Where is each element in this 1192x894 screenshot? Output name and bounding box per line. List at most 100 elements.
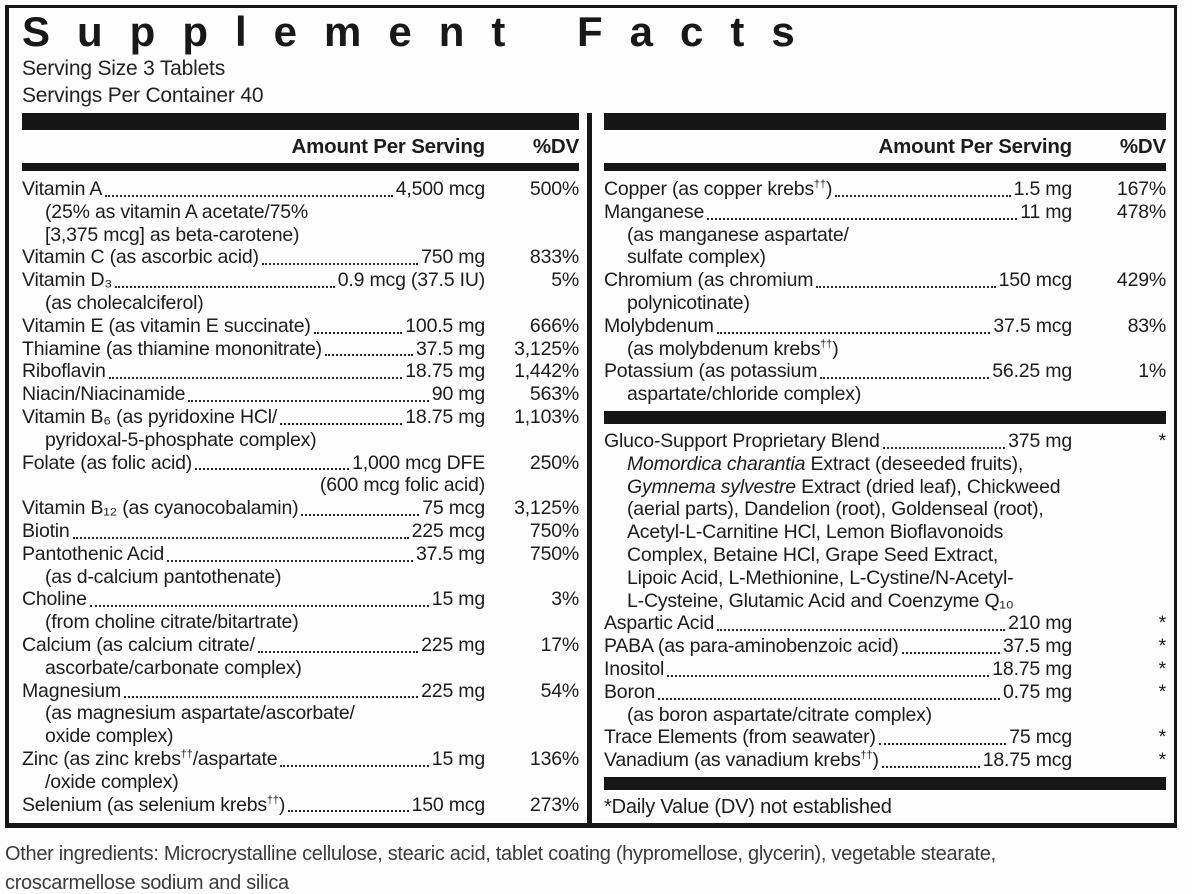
nutrient-row: Boron 0.75 mg *	[604, 681, 1166, 704]
dot-leader	[124, 696, 419, 699]
dot-leader	[820, 377, 990, 380]
nutrient-row: Zinc (as zinc krebs††/aspartate 15 mg 136%	[22, 748, 579, 771]
nutrient-amount: 150 mcg	[998, 269, 1073, 292]
nutrient-amount: 90 mg	[431, 383, 485, 406]
nutrient-row: Biotin 225 mcg 750%	[22, 520, 579, 543]
title-block: Supplement Facts Serving Size 3 Tablets …	[9, 8, 1174, 109]
nutrient-dv: *	[1158, 680, 1167, 703]
nutrient-sub-line: (as cholecalciferol)	[45, 291, 204, 314]
nutrient-dv: *	[1158, 612, 1167, 635]
header-bar-thick	[22, 113, 579, 130]
nutrient-sub-line: L-Cysteine, Glutamic Acid and Coenzyme Q…	[627, 589, 1014, 612]
nutrient-row: Vitamin C (as ascorbic acid) 750 mg 833%	[22, 246, 579, 269]
dot-leader	[835, 194, 1011, 197]
nutrient-dv: 1,442%	[514, 360, 579, 383]
nutrient-row: Thiamine (as thiamine mononitrate) 37.5 m…	[22, 338, 579, 361]
nutrient-name: Vitamin E (as vitamin E succinate)	[22, 314, 311, 337]
nutrient-dv: 500%	[529, 178, 579, 200]
nutrient-row: Vitamin A 4,500 mcg 500%	[22, 178, 579, 201]
nutrient-sub-line: Acetyl-L-Carnitine HCl, Lemon Bioflavono…	[627, 521, 1004, 544]
nutrient-amount: 37.5 mg	[1002, 635, 1072, 658]
nutrient-sub-line: (as magnesium aspartate/ascorbate/	[45, 702, 355, 725]
nutrient-amount: 225 mg	[421, 679, 485, 702]
serving-size: Serving Size 3 Tablets	[22, 57, 225, 80]
nutrient-name: Inositol	[604, 657, 665, 680]
nutrient-dv: *	[1158, 429, 1167, 452]
nutrient-sub-line: oxide complex)	[45, 725, 174, 748]
nutrient-dv: 5%	[551, 269, 579, 292]
column-divider	[587, 113, 592, 823]
nutrient-dv: 3,125%	[514, 337, 579, 360]
servings-per-container: Servings Per Container 40	[22, 84, 264, 107]
dot-leader	[716, 331, 991, 334]
nutrient-amount: 37.5 mg	[415, 542, 485, 565]
nutrient-amount: 0.9 mcg (37.5 IU)	[337, 269, 485, 292]
nutrient-dv: 17%	[540, 633, 580, 656]
nutrient-dv: *	[1158, 635, 1167, 658]
nutrient-name: Thiamine (as thiamine mononitrate)	[22, 337, 322, 360]
nutrient-sub-line: aspartate/chloride complex)	[627, 383, 862, 406]
other-ingredients-line: croscarmellose sodium and silica	[5, 871, 289, 894]
nutrient-dv: 83%	[1127, 314, 1167, 337]
nutrient-row: Vitamin B₆ (as pyridoxine HCl/18.75 mg 1,…	[22, 406, 579, 429]
nutrient-name: Magnesium	[22, 679, 121, 702]
nutrient-name: Boron	[604, 680, 656, 703]
other-ingredients: Other ingredients: Microcrystalline cell…	[5, 840, 1190, 894]
dv-header: %DV	[532, 134, 579, 158]
nutrient-row: Vitamin E (as vitamin E succinate) 100.5 …	[22, 315, 579, 338]
dot-leader	[257, 650, 419, 653]
amount-per-serving-header: Amount Per Serving	[878, 134, 1073, 158]
dv-header: %DV	[1119, 134, 1166, 158]
nutrient-dv: 250%	[529, 451, 579, 474]
nutrient-row: Vanadium (as vanadium krebs††) 18.75 mcg *	[604, 749, 1166, 772]
nutrient-row: Vitamin B₁₂ (as cyanocobalamin) 75 mcg 3,1…	[22, 497, 579, 520]
blend-ingredient-text: Extract (dried leaf), Chickweed	[795, 475, 1061, 498]
dot-leader	[313, 331, 403, 334]
nutrient-name: Biotin	[22, 519, 70, 542]
nutrient-dv: 750%	[529, 519, 579, 542]
nutrient-row: Aspartic Acid 210 mg *	[604, 612, 1166, 635]
nutrient-dv: 563%	[529, 383, 579, 406]
nutrient-name: Choline	[22, 588, 87, 611]
dot-leader	[717, 629, 1006, 632]
amount-per-serving-header: Amount Per Serving	[291, 134, 486, 158]
dot-leader	[108, 377, 403, 380]
facts-columns: Amount Per Serving %DV Vitamin A 4,500 mc…	[9, 113, 1174, 823]
dot-leader	[324, 354, 413, 357]
nutrient-name: Vanadium (as vanadium krebs††)	[604, 749, 879, 772]
column-header: Amount Per Serving %DV	[22, 130, 580, 163]
nutrient-name: Vitamin C (as ascorbic acid)	[22, 246, 259, 269]
nutrient-dv: 833%	[529, 246, 579, 269]
nutrient-amount: (600 mcg folic acid)	[319, 474, 485, 497]
nutrient-name: Zinc (as zinc krebs††/aspartate	[22, 747, 278, 770]
dot-leader	[89, 605, 429, 608]
nutrient-amount: 375 mg	[1008, 429, 1072, 452]
nutrient-row: Inositol 18.75 mg *	[604, 658, 1166, 681]
nutrient-dv: 3,125%	[514, 497, 579, 520]
dot-leader	[301, 513, 420, 516]
nutrient-amount: 37.5 mcg	[993, 314, 1072, 337]
dot-leader	[72, 536, 409, 539]
nutrient-row: Folate (as folic acid) 1,000 mcg DFE 250%	[22, 452, 579, 475]
dot-leader	[167, 559, 413, 562]
nutrient-name: Riboflavin	[22, 360, 106, 383]
dot-leader	[280, 422, 403, 425]
nutrient-row: Vitamin D₃ 0.9 mcg (37.5 IU) 5%	[22, 269, 579, 292]
dot-leader	[901, 651, 1000, 654]
nutrient-row: Pantothenic Acid 37.5 mg 750%	[22, 543, 579, 566]
dot-leader	[280, 764, 429, 767]
nutrient-name: PABA (as para-aminobenzoic acid)	[604, 635, 899, 658]
nutrient-amount: 1,000 mcg DFE	[352, 451, 485, 474]
nutrient-name: Calcium (as calcium citrate/	[22, 633, 255, 656]
header-bar-thick	[604, 113, 1166, 130]
nutrient-sub-line: polynicotinate)	[627, 291, 750, 314]
nutrient-dv: 136%	[529, 747, 579, 770]
nutrient-amount: 225 mcg	[411, 519, 486, 542]
nutrient-dv: 167%	[1116, 178, 1166, 200]
nutrient-sub-line: Gymnema sylvestre Extract (dried leaf), …	[604, 476, 1166, 499]
dot-leader	[658, 697, 1000, 700]
nutrient-dv: *	[1158, 726, 1167, 749]
nutrient-amount: 11 mg	[1020, 200, 1072, 223]
nutrient-amount: 4,500 mcg	[395, 178, 485, 200]
